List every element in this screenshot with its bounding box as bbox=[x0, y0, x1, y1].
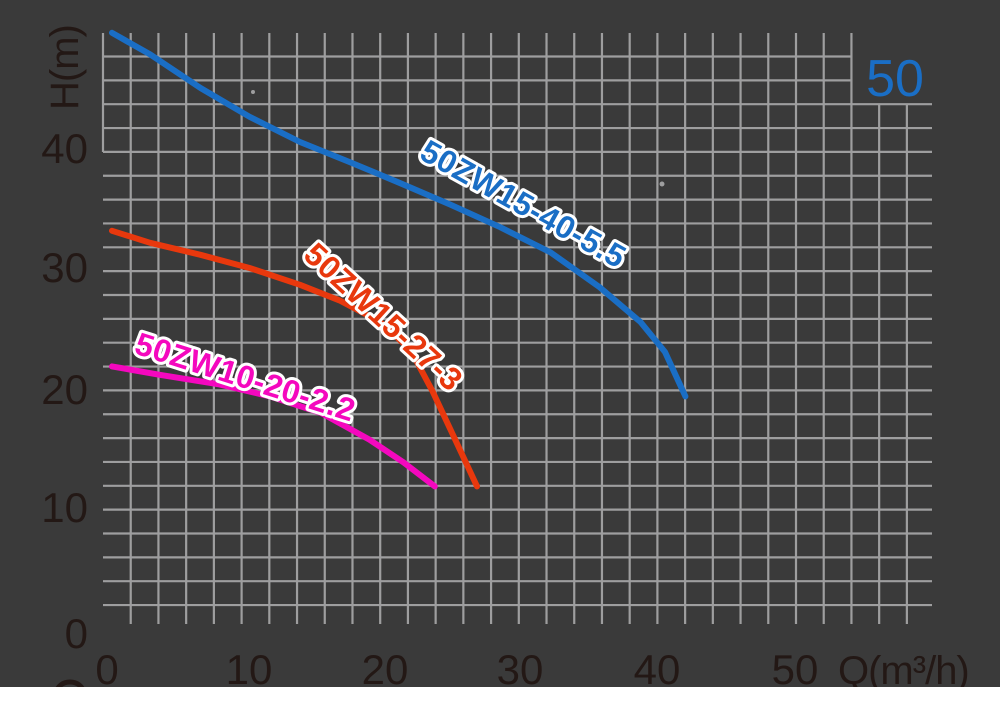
y-tick-40: 40 bbox=[41, 125, 88, 172]
x-tick-20: 20 bbox=[362, 646, 409, 693]
pump-curves bbox=[109, 29, 689, 490]
axis-labels: 40 30 20 10 0 0 10 20 30 40 50 Q(m³/h) H… bbox=[41, 25, 969, 693]
x-tick-40: 40 bbox=[634, 646, 681, 693]
grid-lines bbox=[101, 33, 932, 624]
curve-50zw15-27-3 bbox=[109, 227, 480, 490]
y-tick-10: 10 bbox=[41, 484, 88, 531]
y-tick-0: 0 bbox=[65, 610, 88, 657]
scan-specks bbox=[251, 90, 665, 187]
white-margin-strip bbox=[0, 687, 1000, 720]
y-tick-20: 20 bbox=[41, 366, 88, 413]
x-tick-50: 50 bbox=[772, 646, 819, 693]
x-tick-10: 10 bbox=[226, 646, 273, 693]
curve-label-50zw15-27-3: 50ZW15-27-3 bbox=[297, 236, 470, 398]
curve-50zw10-20-2-2 bbox=[109, 363, 438, 490]
speck-dot bbox=[659, 181, 665, 187]
x-tick-0: 0 bbox=[95, 646, 118, 693]
speck-dot bbox=[251, 90, 255, 94]
curve-50zw15-40-5-5 bbox=[109, 29, 689, 400]
x-tick-30: 30 bbox=[497, 646, 544, 693]
y-axis-unit-label: H(m) bbox=[43, 25, 87, 110]
x-axis-unit-label: Q(m³/h) bbox=[838, 649, 969, 693]
pump-size-label: 50 bbox=[866, 50, 924, 108]
y-tick-30: 30 bbox=[41, 244, 88, 291]
